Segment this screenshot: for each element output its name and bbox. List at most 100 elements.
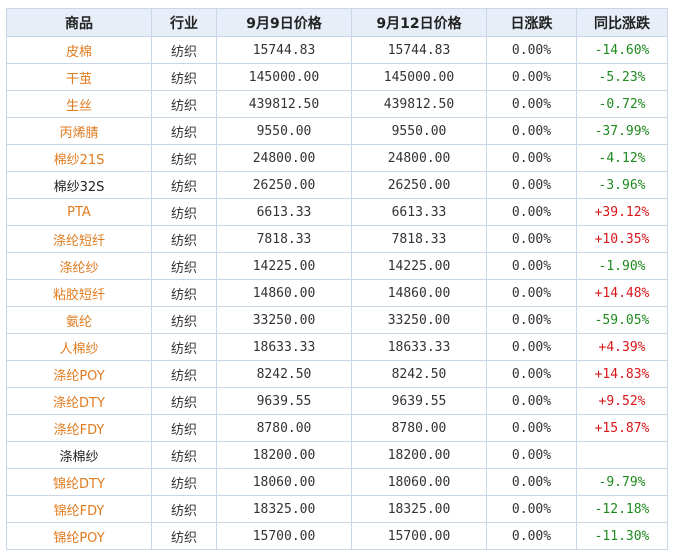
table-row: 涤纶纱 纺织 14225.00 14225.00 0.00% -1.90% [6, 252, 668, 280]
daily-change-cell: 0.00% [486, 279, 577, 307]
commodity-cell[interactable]: 生丝 [6, 90, 152, 118]
price-sep9-cell: 33250.00 [216, 306, 352, 334]
price-sep12-cell: 18060.00 [351, 468, 487, 496]
price-sep9-cell: 15744.83 [216, 36, 352, 64]
commodity-cell: 涤棉纱 [6, 441, 152, 469]
table-row: 锦纶FDY 纺织 18325.00 18325.00 0.00% -12.18% [6, 495, 668, 523]
table-row: 棉纱32S 纺织 26250.00 26250.00 0.00% -3.96% [6, 171, 668, 199]
commodity-cell[interactable]: 涤纶纱 [6, 252, 152, 280]
industry-cell: 纺织 [151, 117, 217, 145]
header-commodity: 商品 [6, 8, 152, 37]
price-sep9-cell: 18060.00 [216, 468, 352, 496]
industry-cell: 纺织 [151, 198, 217, 226]
price-sep9-cell: 6613.33 [216, 198, 352, 226]
commodity-cell[interactable]: PTA [6, 198, 152, 226]
industry-cell: 纺织 [151, 441, 217, 469]
industry-cell: 纺织 [151, 360, 217, 388]
daily-change-cell: 0.00% [486, 117, 577, 145]
daily-change-cell: 0.00% [486, 36, 577, 64]
commodity-cell[interactable]: 涤纶FDY [6, 414, 152, 442]
price-sep12-cell: 33250.00 [351, 306, 487, 334]
industry-cell: 纺织 [151, 333, 217, 361]
yoy-change-cell: -1.90% [576, 252, 668, 280]
price-sep12-cell: 26250.00 [351, 171, 487, 199]
daily-change-cell: 0.00% [486, 225, 577, 253]
price-sep9-cell: 14225.00 [216, 252, 352, 280]
price-sep12-cell: 14225.00 [351, 252, 487, 280]
price-sep12-cell: 439812.50 [351, 90, 487, 118]
table-row: 涤纶DTY 纺织 9639.55 9639.55 0.00% +9.52% [6, 387, 668, 415]
industry-cell: 纺织 [151, 279, 217, 307]
commodity-cell[interactable]: 人棉纱 [6, 333, 152, 361]
industry-cell: 纺织 [151, 36, 217, 64]
price-sep9-cell: 26250.00 [216, 171, 352, 199]
yoy-change-cell: +14.48% [576, 279, 668, 307]
daily-change-cell: 0.00% [486, 333, 577, 361]
commodity-cell[interactable]: 涤纶DTY [6, 387, 152, 415]
daily-change-cell: 0.00% [486, 522, 577, 550]
industry-cell: 纺织 [151, 63, 217, 91]
industry-cell: 纺织 [151, 387, 217, 415]
commodity-cell[interactable]: 锦纶POY [6, 522, 152, 550]
industry-cell: 纺织 [151, 306, 217, 334]
industry-cell: 纺织 [151, 90, 217, 118]
table-row: 涤棉纱 纺织 18200.00 18200.00 0.00% [6, 441, 668, 469]
header-yoy-change: 同比涨跌 [576, 8, 668, 37]
commodity-cell[interactable]: 锦纶DTY [6, 468, 152, 496]
daily-change-cell: 0.00% [486, 441, 577, 469]
yoy-change-cell: +39.12% [576, 198, 668, 226]
price-sep9-cell: 7818.33 [216, 225, 352, 253]
table-row: 粘胶短纤 纺织 14860.00 14860.00 0.00% +14.48% [6, 279, 668, 307]
industry-cell: 纺织 [151, 414, 217, 442]
price-sep12-cell: 9639.55 [351, 387, 487, 415]
price-sep9-cell: 8242.50 [216, 360, 352, 388]
table-row: 皮棉 纺织 15744.83 15744.83 0.00% -14.60% [6, 36, 668, 64]
commodity-cell[interactable]: 涤纶短纤 [6, 225, 152, 253]
yoy-change-cell: -14.60% [576, 36, 668, 64]
commodity-cell[interactable]: 锦纶FDY [6, 495, 152, 523]
table-row: 锦纶DTY 纺织 18060.00 18060.00 0.00% -9.79% [6, 468, 668, 496]
price-sep12-cell: 15700.00 [351, 522, 487, 550]
commodity-cell: 棉纱32S [6, 171, 152, 199]
yoy-change-cell: +9.52% [576, 387, 668, 415]
yoy-change-cell: -12.18% [576, 495, 668, 523]
daily-change-cell: 0.00% [486, 306, 577, 334]
industry-cell: 纺织 [151, 522, 217, 550]
header-price-sep9: 9月9日价格 [216, 8, 352, 37]
commodity-cell[interactable]: 粘胶短纤 [6, 279, 152, 307]
commodity-cell[interactable]: 皮棉 [6, 36, 152, 64]
commodity-cell[interactable]: 丙烯腈 [6, 117, 152, 145]
daily-change-cell: 0.00% [486, 252, 577, 280]
daily-change-cell: 0.00% [486, 360, 577, 388]
price-sep12-cell: 18325.00 [351, 495, 487, 523]
price-sep9-cell: 15700.00 [216, 522, 352, 550]
price-sep9-cell: 18633.33 [216, 333, 352, 361]
price-sep12-cell: 14860.00 [351, 279, 487, 307]
commodity-cell[interactable]: 氨纶 [6, 306, 152, 334]
yoy-change-cell: +10.35% [576, 225, 668, 253]
daily-change-cell: 0.00% [486, 198, 577, 226]
table-row: 涤纶短纤 纺织 7818.33 7818.33 0.00% +10.35% [6, 225, 668, 253]
yoy-change-cell: +14.83% [576, 360, 668, 388]
daily-change-cell: 0.00% [486, 414, 577, 442]
yoy-change-cell: -4.12% [576, 144, 668, 172]
price-sep9-cell: 18200.00 [216, 441, 352, 469]
industry-cell: 纺织 [151, 495, 217, 523]
industry-cell: 纺织 [151, 252, 217, 280]
daily-change-cell: 0.00% [486, 468, 577, 496]
commodity-cell[interactable]: 干茧 [6, 63, 152, 91]
daily-change-cell: 0.00% [486, 144, 577, 172]
yoy-change-cell: -37.99% [576, 117, 668, 145]
commodity-cell[interactable]: 棉纱21S [6, 144, 152, 172]
yoy-change-cell: +4.39% [576, 333, 668, 361]
table-row: 人棉纱 纺织 18633.33 18633.33 0.00% +4.39% [6, 333, 668, 361]
price-sep12-cell: 18200.00 [351, 441, 487, 469]
price-sep12-cell: 8242.50 [351, 360, 487, 388]
price-sep9-cell: 9550.00 [216, 117, 352, 145]
commodity-cell[interactable]: 涤纶POY [6, 360, 152, 388]
price-sep12-cell: 6613.33 [351, 198, 487, 226]
daily-change-cell: 0.00% [486, 171, 577, 199]
industry-cell: 纺织 [151, 225, 217, 253]
price-sep9-cell: 439812.50 [216, 90, 352, 118]
price-sep9-cell: 18325.00 [216, 495, 352, 523]
